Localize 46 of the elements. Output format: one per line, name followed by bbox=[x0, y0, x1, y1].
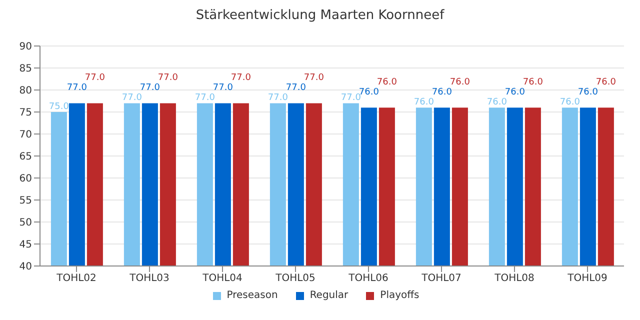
data-label: 77.0 bbox=[84, 73, 106, 84]
x-tick-label: TOHL06 bbox=[348, 273, 388, 284]
data-label: 76.0 bbox=[504, 88, 526, 98]
x-tick-label: TOHL02 bbox=[56, 273, 96, 284]
chart-title: Stärkeentwicklung Maarten Koornneef bbox=[194, 8, 446, 23]
legend-label: Preseason bbox=[226, 290, 278, 301]
legend-label: Regular bbox=[310, 290, 348, 301]
x-tick-label: TOHL03 bbox=[128, 273, 170, 284]
data-label: 77.0 bbox=[66, 83, 88, 94]
data-label: 77.0 bbox=[304, 73, 324, 84]
data-label: 77.0 bbox=[268, 93, 288, 104]
y-tick-label: 50 bbox=[19, 218, 32, 229]
x-tick-label: TOHL08 bbox=[494, 273, 534, 284]
data-label: 77.0 bbox=[140, 83, 160, 94]
data-label: 76.0 bbox=[376, 78, 398, 88]
y-tick-label: 55 bbox=[19, 196, 32, 207]
y-tick-label: 90 bbox=[19, 42, 32, 53]
y-tick-label: 75 bbox=[19, 108, 32, 119]
data-label: 76.0 bbox=[414, 98, 434, 108]
data-label: 77.0 bbox=[122, 93, 142, 104]
y-tick-label: 65 bbox=[19, 152, 32, 163]
data-label: 76.0 bbox=[450, 78, 470, 88]
legend-label: Playoffs bbox=[380, 290, 420, 301]
data-label: 76.0 bbox=[486, 98, 508, 108]
y-tick-label: 80 bbox=[19, 86, 32, 97]
data-label: 76.0 bbox=[578, 88, 598, 98]
data-label: 77.0 bbox=[230, 73, 252, 84]
y-tick-label: 40 bbox=[19, 262, 32, 273]
data-label: 77.0 bbox=[158, 73, 178, 84]
y-tick-label: 60 bbox=[19, 174, 32, 185]
data-label: 76.0 bbox=[596, 78, 616, 88]
x-tick-label: TOHL09 bbox=[566, 273, 608, 284]
x-tick-label: TOHL07 bbox=[420, 273, 462, 284]
data-label: 76.0 bbox=[522, 78, 544, 88]
data-label: 77.0 bbox=[212, 83, 234, 94]
data-label: 76.0 bbox=[432, 88, 452, 98]
data-label: 77.0 bbox=[340, 93, 362, 104]
y-tick-label: 45 bbox=[19, 240, 32, 251]
x-tick-label: TOHL05 bbox=[274, 273, 316, 284]
data-label: 76.0 bbox=[560, 98, 580, 108]
x-tick-label: TOHL04 bbox=[202, 273, 242, 284]
data-label: 75.0 bbox=[48, 102, 70, 112]
data-label: 77.0 bbox=[286, 83, 306, 94]
y-tick-label: 85 bbox=[19, 64, 32, 75]
y-tick-label: 70 bbox=[19, 130, 32, 141]
data-label: 77.0 bbox=[194, 93, 216, 104]
